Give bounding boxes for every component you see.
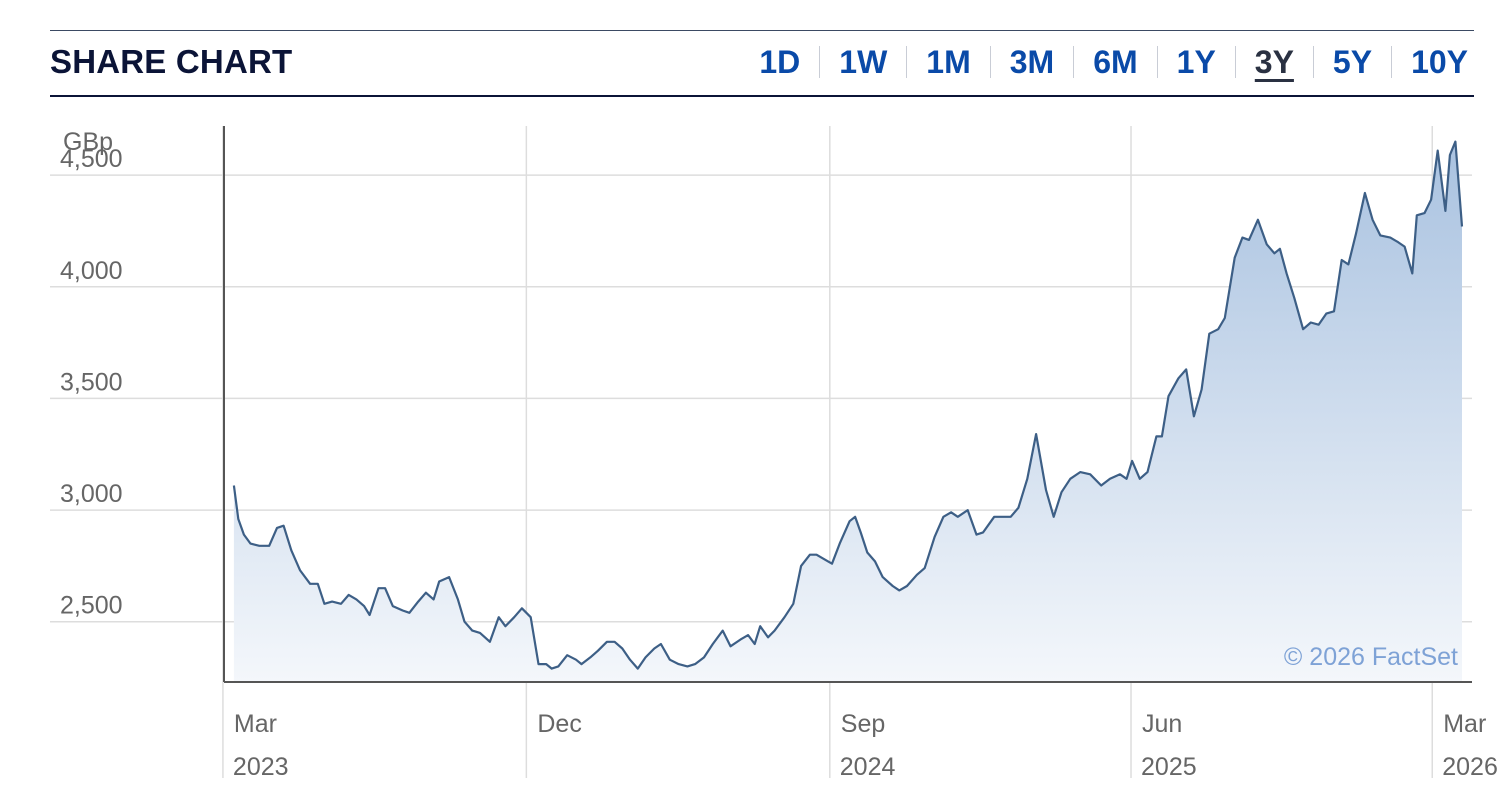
tab-separator xyxy=(906,46,908,78)
tab-separator xyxy=(819,46,821,78)
tab-1m[interactable]: 1M xyxy=(926,44,971,80)
tab-5y[interactable]: 5Y xyxy=(1332,44,1373,80)
tab-1w[interactable]: 1W xyxy=(839,44,888,80)
factset-credit: © 2026 FactSet xyxy=(1284,643,1458,671)
y-tick-label: 3,500 xyxy=(60,368,123,396)
tab-separator xyxy=(1312,46,1314,78)
axes xyxy=(223,126,1472,683)
y-tick-label: 2,500 xyxy=(60,592,123,620)
x-year-label: 2024 xyxy=(840,753,896,781)
tab-6m[interactable]: 6M xyxy=(1093,44,1138,80)
range-tabs: 1D 1W 1M 3M 6M 1Y 3Y 5Y 10Y xyxy=(759,44,1468,80)
tab-3m[interactable]: 3M xyxy=(1009,44,1055,80)
tab-1d[interactable]: 1D xyxy=(759,44,801,80)
tab-separator xyxy=(989,46,991,78)
x-tick-label: Dec xyxy=(537,710,581,738)
top-divider xyxy=(50,30,1474,31)
x-tick-label: Sep xyxy=(841,710,885,738)
x-tick-label: Jun xyxy=(1142,710,1182,738)
page-title: SHARE CHART xyxy=(50,43,293,80)
tab-10y[interactable]: 10Y xyxy=(1411,44,1468,80)
tab-separator xyxy=(1073,46,1075,78)
tab-separator xyxy=(1234,46,1236,78)
x-tick-label: Mar xyxy=(1443,710,1486,738)
x-tick-label: Mar xyxy=(234,710,277,738)
y-tick-label: 4,000 xyxy=(60,257,123,285)
tab-separator xyxy=(1391,46,1393,78)
x-year-label: 2023 xyxy=(233,753,289,781)
header-divider xyxy=(50,95,1474,97)
x-year-label: 2026 xyxy=(1442,753,1498,781)
tab-3y[interactable]: 3Y xyxy=(1254,44,1294,80)
y-tick-label: 4,500 xyxy=(60,145,123,173)
tab-separator xyxy=(1156,46,1158,78)
price-area-fill xyxy=(233,141,1462,683)
x-year-label: 2025 xyxy=(1141,753,1197,781)
tab-1y[interactable]: 1Y xyxy=(1176,44,1216,80)
y-tick-label: 3,000 xyxy=(60,480,123,508)
price-series-line xyxy=(232,140,1464,670)
y-unit-label: GBp xyxy=(63,128,113,156)
